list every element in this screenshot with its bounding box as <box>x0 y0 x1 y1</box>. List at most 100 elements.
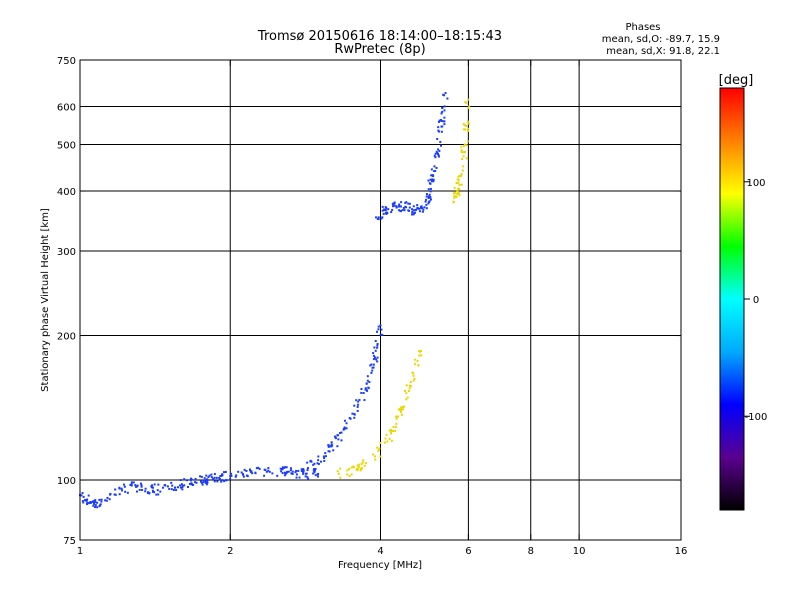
echo-point <box>416 204 419 207</box>
echo-point <box>312 463 315 466</box>
echo-point <box>216 480 219 483</box>
echo-point <box>446 97 449 100</box>
echo-point <box>369 364 372 367</box>
echo-point <box>467 127 470 130</box>
echo-point <box>255 467 258 470</box>
echo-point <box>416 207 419 210</box>
echo-point <box>105 499 108 502</box>
echo-point <box>340 439 343 442</box>
chart-subtitle: RwPretec (8p) <box>334 42 425 57</box>
echo-point <box>454 195 457 198</box>
colorbar-ticks: 100 0 -100 <box>744 178 767 423</box>
echo-point <box>414 211 417 214</box>
echo-point <box>395 422 398 425</box>
echo-point <box>218 476 221 479</box>
echo-point <box>401 209 404 212</box>
echo-point <box>188 482 191 485</box>
x-axis-label: Frequency [MHz] <box>338 560 422 571</box>
echo-point <box>283 471 286 474</box>
echo-point <box>340 431 343 434</box>
echo-point <box>313 469 316 472</box>
echo-point <box>463 143 466 146</box>
echo-point <box>206 480 209 483</box>
echo-point <box>220 480 223 483</box>
echo-point <box>213 476 216 479</box>
echo-point <box>86 503 89 506</box>
echo-point <box>323 459 326 462</box>
echo-point <box>387 208 390 211</box>
echo-point <box>361 461 364 464</box>
echo-point <box>463 151 466 154</box>
y-tick-label: 600 <box>57 103 76 114</box>
echo-point <box>377 449 380 452</box>
echo-point <box>283 474 286 477</box>
echo-point <box>384 437 387 440</box>
echo-point <box>379 333 382 336</box>
echo-point <box>386 440 389 443</box>
echo-point <box>328 450 331 453</box>
echo-point <box>460 174 463 177</box>
echo-point <box>93 502 96 505</box>
echo-point <box>373 346 376 349</box>
colorbar-tick-label: 100 <box>746 178 765 189</box>
echo-point <box>159 490 162 493</box>
echo-point <box>295 476 298 479</box>
echo-point <box>418 350 421 353</box>
echo-point <box>429 198 432 201</box>
echo-point <box>187 485 190 488</box>
echo-point <box>465 144 468 147</box>
echo-point <box>378 447 381 450</box>
echo-point <box>355 467 358 470</box>
echo-point <box>212 477 215 480</box>
echo-point <box>334 436 337 439</box>
echo-point <box>395 205 398 208</box>
x-axis-ticks: 1 2 4 6 8 10 16 <box>77 60 687 557</box>
echo-point <box>230 472 233 475</box>
echo-point <box>98 498 101 501</box>
echo-point <box>324 452 327 455</box>
echo-point <box>379 455 382 458</box>
echo-point <box>343 426 346 429</box>
echo-point <box>414 208 417 211</box>
echo-point <box>181 485 184 488</box>
echo-point <box>412 213 415 216</box>
echo-point <box>372 358 375 361</box>
echo-point <box>395 417 398 420</box>
echo-point <box>462 145 465 148</box>
echo-point <box>427 202 430 205</box>
echo-point <box>392 202 395 205</box>
echo-point <box>465 101 468 104</box>
echo-point <box>295 473 298 476</box>
echo-point <box>108 498 111 501</box>
echo-point <box>81 500 84 503</box>
echo-point <box>144 490 147 493</box>
echo-point <box>81 492 84 495</box>
echo-point <box>370 363 373 366</box>
echo-point <box>399 408 402 411</box>
echo-point <box>460 149 463 152</box>
echo-point <box>360 463 363 466</box>
echo-point <box>381 333 384 336</box>
echo-point <box>343 419 346 422</box>
echo-point <box>405 392 408 395</box>
echo-point <box>397 205 400 208</box>
echo-point <box>418 354 421 357</box>
echo-point <box>409 381 412 384</box>
echo-point <box>392 205 395 208</box>
echo-point <box>245 470 248 473</box>
echo-point <box>407 389 410 392</box>
echo-point <box>190 482 193 485</box>
echo-point <box>320 460 323 463</box>
echo-point <box>390 432 393 435</box>
echo-point <box>436 152 439 155</box>
echo-point <box>213 480 216 483</box>
echo-point <box>429 178 432 181</box>
echo-point <box>88 501 91 504</box>
echo-point <box>243 468 246 471</box>
echo-point <box>401 408 404 411</box>
echo-point <box>109 493 112 496</box>
echo-point <box>302 470 305 473</box>
echo-point <box>428 200 431 203</box>
echo-point <box>374 455 377 458</box>
echo-point <box>460 173 463 176</box>
